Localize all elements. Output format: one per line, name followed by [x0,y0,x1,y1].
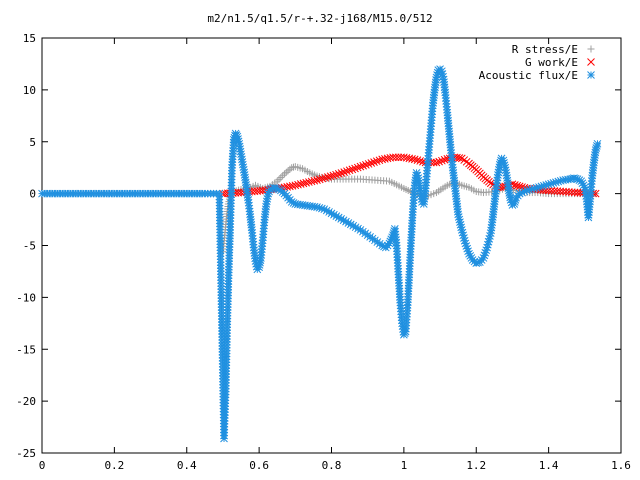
y-tick-label: -5 [23,240,36,253]
data-point [359,161,368,170]
data-point [413,156,422,165]
data-point [277,174,285,182]
y-tick-label: -10 [16,291,36,304]
axis-ticks: 0 0.2 0.4 0.6 0.8 1 1.2 1.4 1.6 15 10 5 0 -5 -10 -15 -20… [16,32,631,472]
data-point [556,187,565,196]
data-point [483,243,491,252]
legend-marker [587,58,595,66]
legend-label: Acoustic flux/E [479,69,578,82]
data-point [273,177,281,185]
data-point [313,176,321,184]
legend-label: G work/E [525,56,578,69]
data-point [326,172,335,181]
legend-marker [587,45,595,53]
data-point [345,166,354,175]
data-point [362,160,370,169]
data-point [282,168,290,176]
y-tick-label: 10 [23,84,36,97]
data-point [318,174,327,183]
y-tick-label: 0 [29,188,36,201]
series-0 [219,163,600,256]
data-point [559,187,567,196]
data-point [280,170,288,178]
data-point [391,153,400,162]
data-point [321,173,330,182]
y-tick-label: -25 [16,447,36,460]
data-point [389,153,397,162]
data-point [279,172,287,180]
data-point [455,154,464,162]
legend-label: R stress/E [512,43,578,56]
data-point [370,158,378,166]
data-point [364,160,373,168]
data-point [275,175,283,183]
data-point [550,187,559,195]
x-tick-label: 1.4 [539,459,559,472]
data-point [565,188,573,196]
x-tick-label: 0.4 [177,459,197,472]
series-2 [38,65,602,443]
data-point [410,155,419,164]
data-point [367,159,376,167]
data-point [513,181,522,190]
data-point [438,156,446,165]
data-point [334,170,343,178]
data-point [329,171,338,180]
y-tick-label: -20 [16,395,36,408]
data-point [351,164,359,173]
x-tick-label: 0 [39,459,46,472]
data-point [315,175,324,184]
data-point [343,167,351,176]
data-point [432,158,441,167]
x-tick-label: 1.2 [466,459,486,472]
data-point [288,164,296,172]
data-point [567,188,576,197]
y-tick-label: -15 [16,343,36,356]
legend-marker [587,71,595,79]
data-point [284,167,292,175]
x-tick-label: 0.2 [104,459,124,472]
x-tick-label: 1.6 [611,459,631,472]
data-point [593,139,602,148]
chart-title: m2/n1.5/q1.5/r-+.32-j168/M15.0/512 [207,12,432,25]
x-tick-label: 0.8 [322,459,342,472]
x-tick-label: 0.6 [249,459,269,472]
data-point [340,168,349,176]
data-point [337,169,346,177]
data-point [353,163,362,172]
data-point [372,157,381,166]
data-point [440,155,449,164]
plot-frame [41,37,622,454]
data-point [332,170,340,179]
data-point [286,165,294,173]
data-point [356,162,365,171]
x-tick-label: 1 [401,459,408,472]
data-point [553,187,562,195]
data-point [348,165,357,174]
data-marks [38,65,602,443]
data-point [324,173,332,181]
data-point [394,153,403,162]
y-tick-label: 5 [29,136,36,149]
plot-area [41,37,622,454]
data-point [435,157,444,166]
data-point [416,157,425,165]
data-point [562,187,570,196]
y-tick-label: 15 [23,32,36,45]
